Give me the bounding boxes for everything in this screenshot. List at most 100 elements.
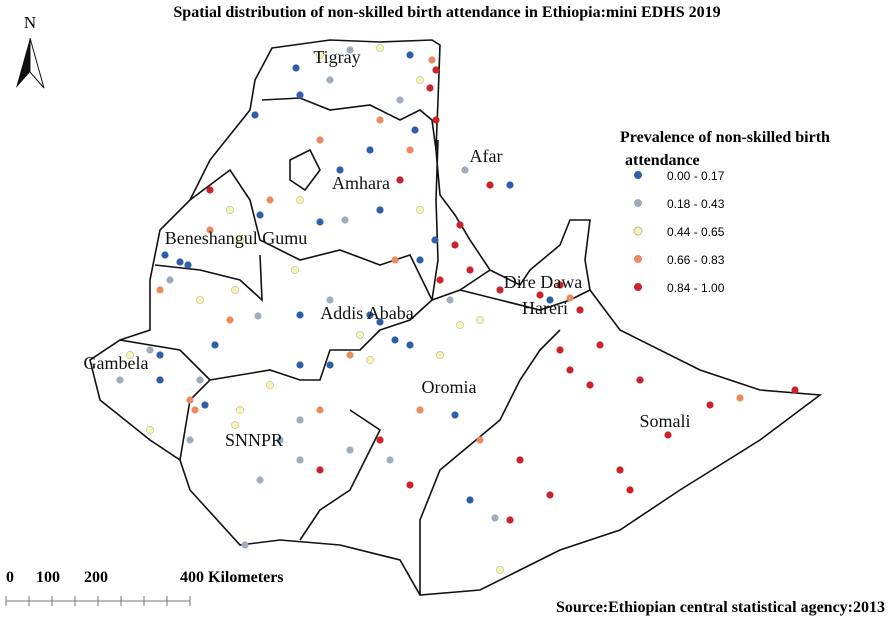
survey-cluster: [184, 261, 192, 269]
legend-label: 0.18 - 0.43: [667, 197, 725, 211]
survey-cluster: [426, 84, 434, 92]
region-label: Beneshangul Gumu: [165, 228, 307, 248]
survey-cluster: [126, 351, 134, 359]
survey-cluster: [376, 318, 384, 326]
survey-cluster: [231, 286, 239, 294]
survey-cluster: [336, 166, 344, 174]
survey-cluster: [166, 276, 174, 284]
survey-cluster: [416, 76, 424, 84]
region-boundary: [119, 339, 211, 381]
survey-cluster: [616, 466, 624, 474]
survey-cluster: [566, 294, 574, 302]
survey-cluster: [706, 401, 714, 409]
survey-cluster: [276, 436, 284, 444]
survey-cluster: [161, 251, 169, 259]
survey-cluster: [176, 258, 184, 266]
survey-cluster: [366, 146, 374, 154]
legend-label: 0.66 - 0.83: [667, 253, 725, 267]
survey-cluster: [366, 356, 374, 364]
survey-cluster: [451, 241, 459, 249]
survey-cluster: [296, 416, 304, 424]
survey-cluster: [736, 394, 744, 402]
survey-cluster: [436, 276, 444, 284]
survey-cluster: [236, 236, 244, 244]
survey-cluster: [241, 541, 249, 549]
survey-cluster: [451, 411, 459, 419]
region-label: Oromia: [422, 377, 477, 397]
survey-cluster: [254, 312, 262, 320]
survey-cluster: [226, 206, 234, 214]
survey-cluster: [406, 481, 414, 489]
survey-cluster: [356, 331, 364, 339]
survey-cluster: [266, 196, 274, 204]
survey-cluster: [406, 51, 414, 59]
legend-swatch: [634, 255, 642, 263]
legend-swatch: [634, 171, 642, 179]
survey-cluster: [546, 491, 554, 499]
survey-cluster: [416, 206, 424, 214]
region-boundary: [189, 168, 433, 301]
survey-cluster: [506, 516, 514, 524]
survey-cluster: [431, 236, 439, 244]
survey-cluster: [186, 396, 194, 404]
survey-cluster: [586, 381, 594, 389]
region-label: Afar: [470, 146, 503, 166]
survey-cluster: [476, 436, 484, 444]
survey-cluster: [576, 306, 584, 314]
survey-cluster: [256, 476, 264, 484]
survey-cluster: [466, 496, 474, 504]
region-label: Dire Dawa: [504, 272, 582, 292]
survey-cluster: [316, 136, 324, 144]
survey-cluster: [226, 316, 234, 324]
legend-label: 0.44 - 0.65: [667, 225, 725, 239]
survey-cluster: [292, 64, 300, 72]
region-boundary: [419, 289, 591, 595]
survey-cluster: [376, 116, 384, 124]
survey-cluster: [432, 66, 440, 74]
survey-cluster: [516, 456, 524, 464]
survey-cluster: [486, 181, 494, 189]
scale-label: 200: [84, 569, 108, 586]
survey-cluster: [436, 351, 444, 359]
scale-label: 100: [36, 569, 60, 586]
survey-cluster: [326, 361, 334, 369]
scale-label: 0: [6, 569, 14, 586]
survey-cluster: [296, 196, 304, 204]
survey-cluster: [396, 176, 404, 184]
survey-cluster: [316, 406, 324, 414]
region-label: Hareri: [522, 298, 568, 318]
survey-cluster: [196, 296, 204, 304]
survey-cluster: [566, 366, 574, 374]
survey-cluster: [536, 291, 544, 299]
survey-cluster: [346, 351, 354, 359]
legend-swatch: [633, 226, 643, 236]
survey-cluster: [506, 181, 514, 189]
survey-cluster: [206, 226, 214, 234]
survey-cluster: [664, 431, 672, 439]
survey-cluster: [296, 91, 304, 99]
survey-cluster: [296, 361, 304, 369]
survey-cluster: [196, 376, 204, 384]
survey-cluster: [476, 316, 484, 324]
survey-cluster: [596, 341, 604, 349]
legend-swatch: [634, 283, 642, 291]
survey-cluster: [391, 336, 399, 344]
survey-cluster: [416, 406, 424, 414]
legend-title: Prevalence of non-skilled birth: [620, 129, 830, 146]
survey-cluster: [156, 376, 164, 384]
survey-cluster: [116, 376, 124, 384]
region-label: Somali: [639, 411, 690, 431]
legend-swatch: [634, 199, 642, 207]
survey-cluster: [396, 96, 404, 104]
legend-title: attendance: [625, 152, 700, 169]
survey-cluster: [376, 44, 384, 52]
survey-cluster: [296, 456, 304, 464]
region-label: Amhara: [332, 173, 390, 193]
survey-cluster: [256, 211, 264, 219]
survey-cluster: [411, 126, 419, 134]
region-boundary: [154, 254, 263, 302]
survey-cluster: [346, 446, 354, 454]
survey-cluster: [386, 456, 394, 464]
title: Spatial distribution of non-skilled birt…: [173, 4, 720, 21]
